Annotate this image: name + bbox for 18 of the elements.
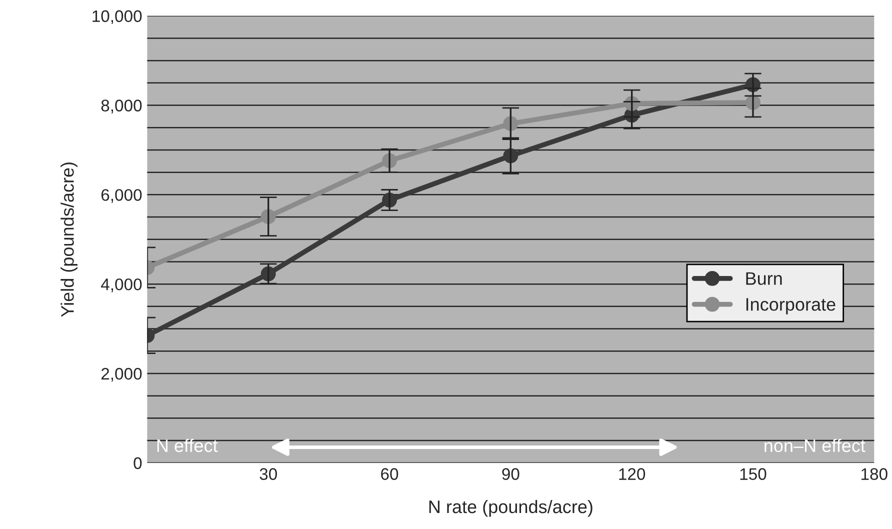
y-tick-label: 0 xyxy=(134,457,142,470)
x-tick-label: 90 xyxy=(502,468,520,480)
y-tick-label: 8,000 xyxy=(101,100,142,114)
x-tick-label: 60 xyxy=(381,468,398,480)
y-tick-label: 6,000 xyxy=(101,189,142,203)
x-tick-label: 150 xyxy=(740,468,766,480)
annotation: non–N effect xyxy=(764,438,866,452)
y-tick-label: 10,000 xyxy=(92,10,142,24)
legend-label: Burn xyxy=(746,272,782,285)
y-tick-label: 4,000 xyxy=(101,278,142,292)
x-tick-label: 180 xyxy=(862,468,888,480)
y-axis-title: Yield (pounds/acre) xyxy=(60,162,78,317)
x-tick-label: 120 xyxy=(619,468,646,480)
legend-label: Incorporate xyxy=(746,298,836,314)
x-axis-title: N rate (pounds/acre) xyxy=(429,500,592,517)
y-tick-label: 2,000 xyxy=(101,368,142,382)
x-tick-label: 30 xyxy=(260,468,277,480)
annotation: N effect xyxy=(157,438,218,452)
